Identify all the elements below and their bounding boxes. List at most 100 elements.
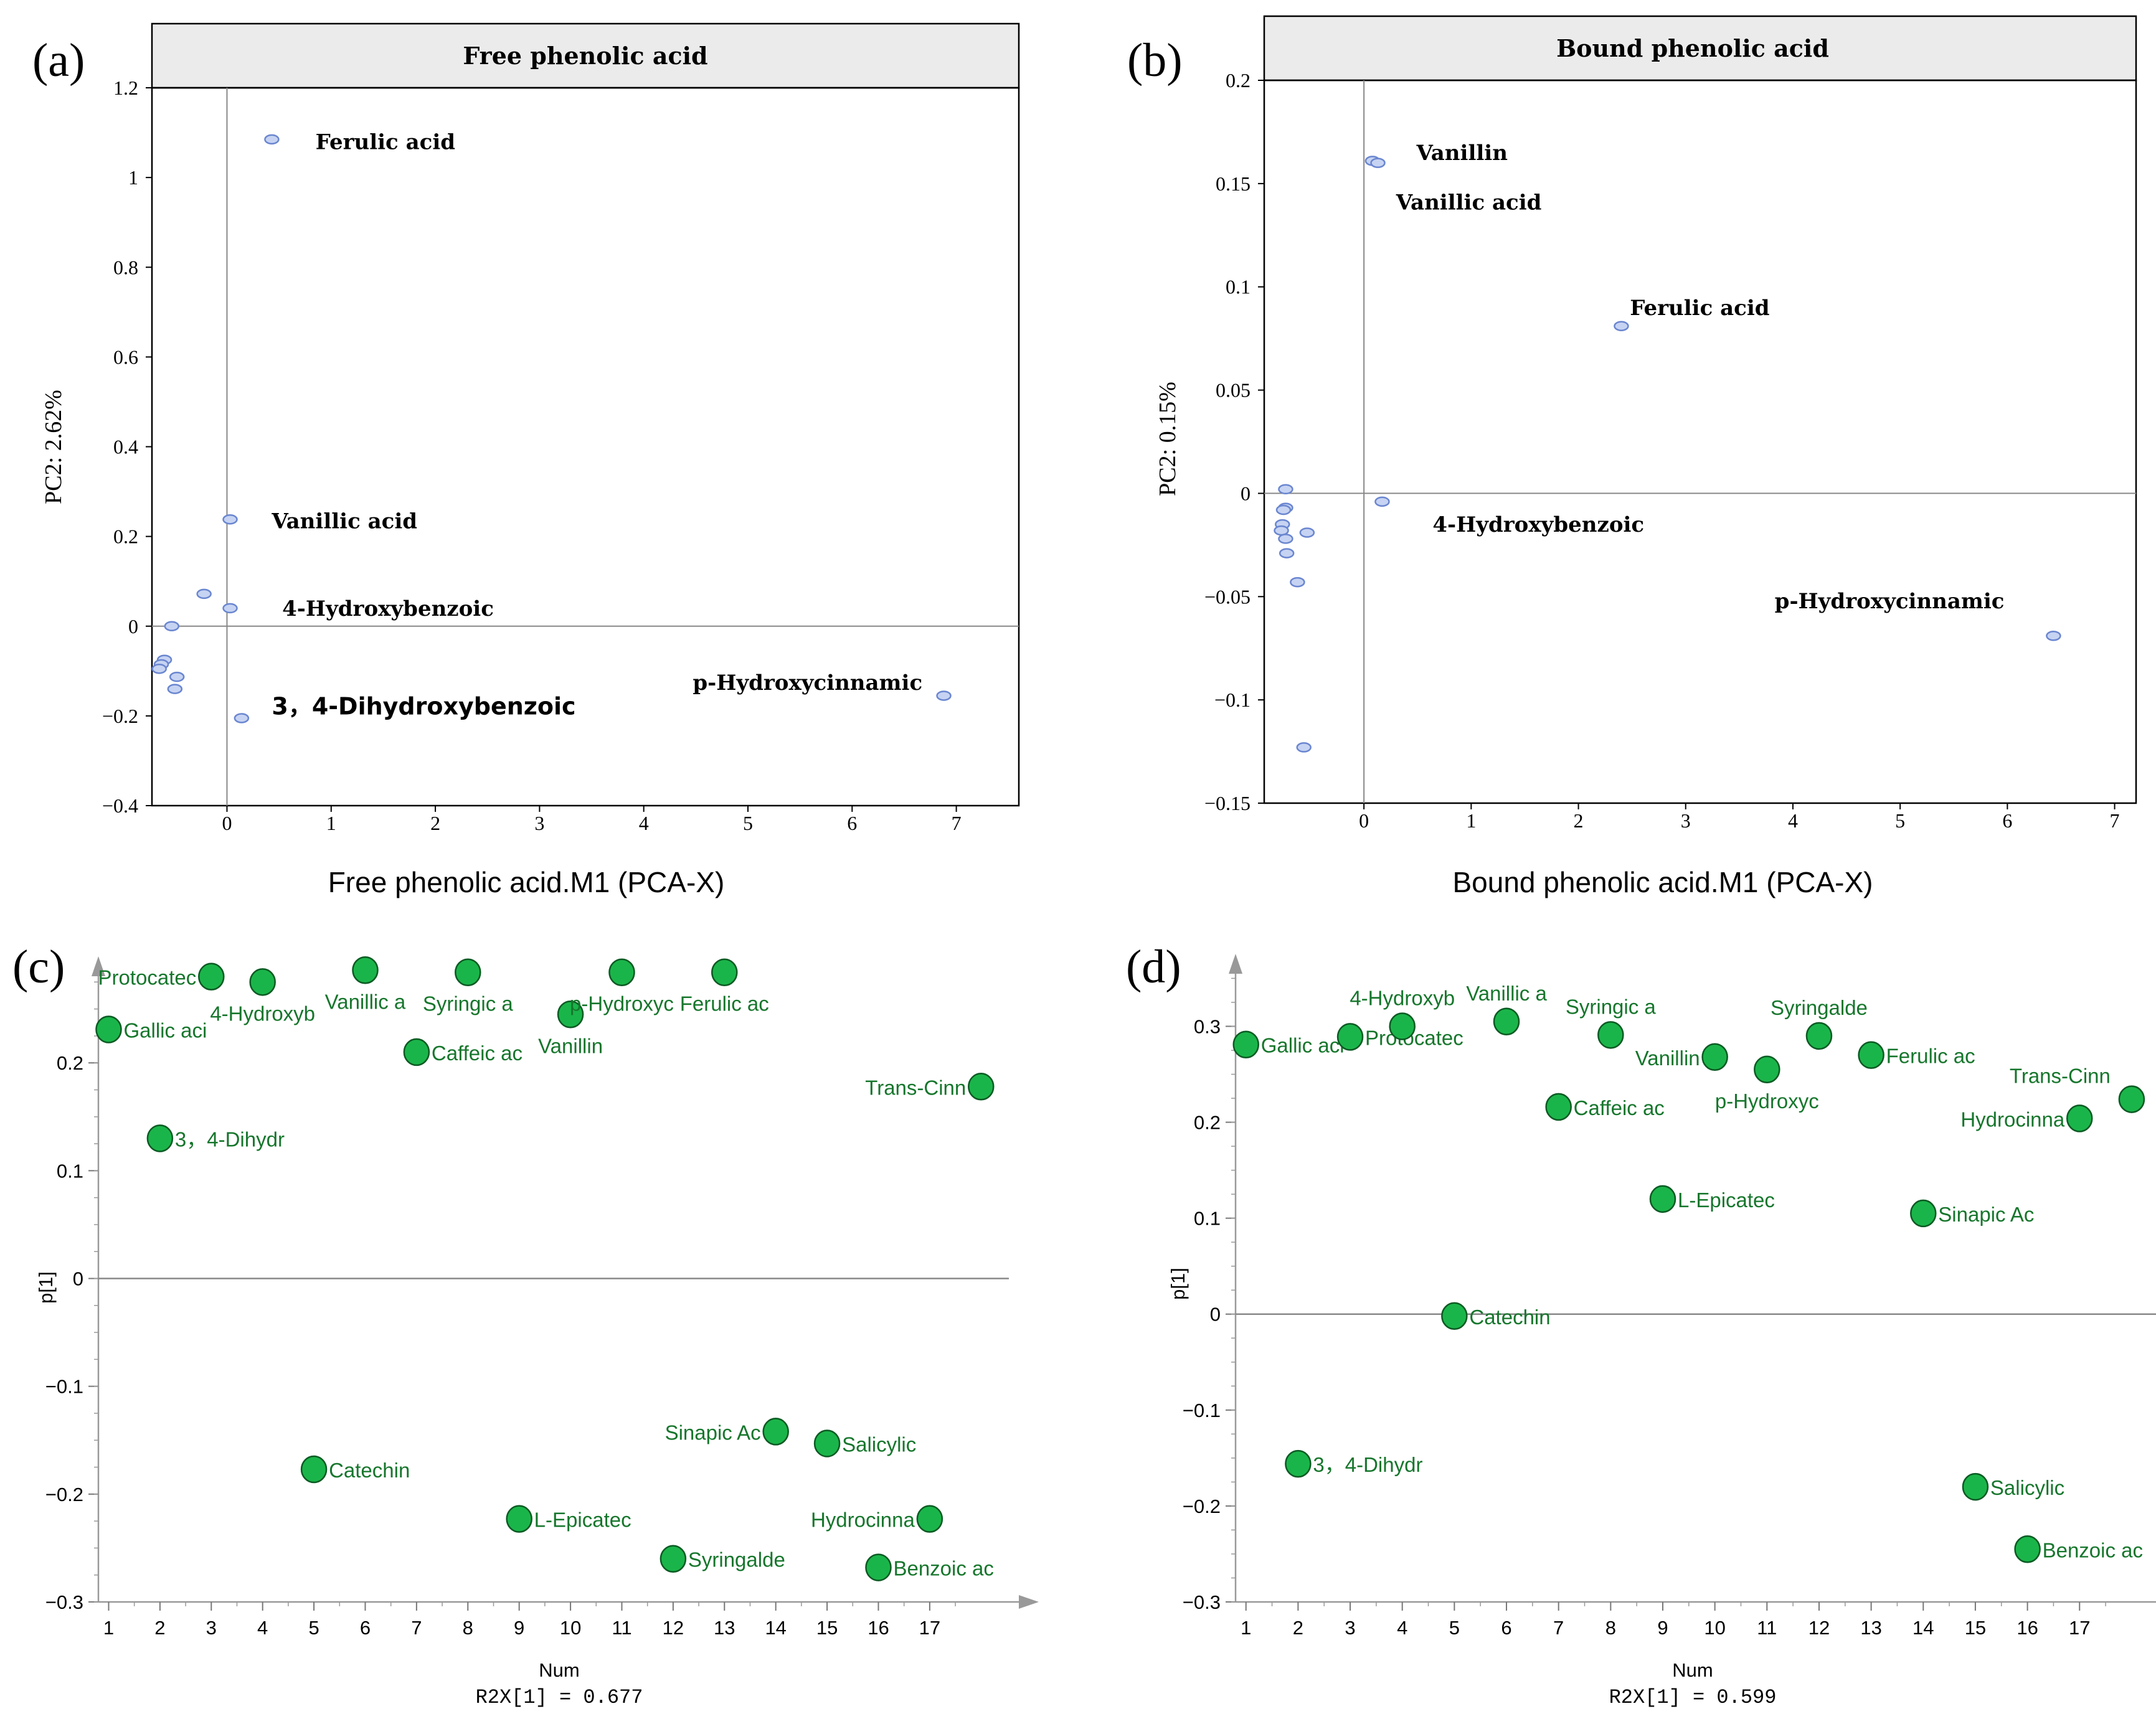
plot-area-a: 0 1 2 3 4 5 6 7 −0.4 −0.2 0 0.2 0.4 0.6 0.8 1 1.2 Ferulic… — [102, 77, 1019, 834]
chart-title-a: Free phenolic acid — [463, 42, 707, 70]
data-point — [1274, 525, 1289, 536]
x-tick-label: 7 — [2110, 809, 2120, 832]
data-point — [1805, 1022, 1833, 1050]
data-point — [1336, 1023, 1364, 1051]
title-banner-b — [1263, 15, 2137, 82]
data-point — [1441, 1302, 1468, 1330]
y-tick-label: 0 — [73, 1268, 83, 1290]
point-label: Ferulic acid — [316, 129, 455, 154]
point-label: Vanillic acid — [271, 509, 417, 534]
y-tick-label: −0.2 — [45, 1484, 83, 1505]
data-point — [1278, 484, 1293, 495]
x-tick-label: 1 — [103, 1617, 114, 1639]
y-tick-label: 0.6 — [113, 346, 138, 368]
x-tick-label: 12 — [1808, 1617, 1830, 1639]
x-tick-label: 16 — [868, 1617, 889, 1639]
point-label: Benzoic ac — [893, 1557, 993, 1580]
x-tick-label: 9 — [514, 1617, 524, 1639]
point-label: Ferulic ac — [680, 992, 769, 1015]
y-axis-label-c: p[1] — [35, 1271, 57, 1304]
point-label: Gallic aci — [123, 1019, 207, 1042]
point-label: Ferulic ac — [1886, 1045, 1975, 1068]
title-banner-a — [151, 22, 1020, 89]
data-point — [146, 1124, 174, 1152]
data-point — [196, 588, 212, 600]
x-tick-label: 3 — [206, 1617, 217, 1639]
point-label: Ferulic acid — [1630, 296, 1769, 321]
data-point — [1962, 1472, 1989, 1501]
y-tick-label: 0.2 — [1194, 1112, 1221, 1134]
y-axis-label-a: PC2: 2.62% — [40, 390, 67, 504]
x-tick-label: 17 — [919, 1617, 940, 1639]
x-tick-label: 5 — [1449, 1617, 1460, 1639]
point-label: Syringalde — [1771, 996, 1868, 1019]
data-point — [198, 963, 225, 991]
data-point — [506, 1505, 532, 1533]
x-tick-label: 2 — [154, 1617, 165, 1639]
y-tick-label: −0.15 — [1204, 792, 1251, 814]
x-tick-label: 0 — [1359, 809, 1369, 832]
x-tick-label: 7 — [1553, 1617, 1564, 1639]
point-label: p-Hydroxycinnamic — [1775, 589, 2005, 614]
x-tick-label: 15 — [1965, 1617, 1986, 1639]
data-point — [1614, 321, 1629, 331]
data-point — [249, 968, 276, 996]
x-tick-label: 13 — [714, 1617, 735, 1639]
point-label: Sinapic Ac — [1938, 1203, 2034, 1226]
point-label: Syringic a — [1566, 995, 1657, 1018]
data-point — [1910, 1199, 1937, 1228]
y-tick-label: 0.2 — [57, 1052, 83, 1074]
data-point — [222, 514, 238, 525]
data-point — [151, 663, 167, 674]
x-tick-label: 17 — [2069, 1617, 2090, 1639]
data-point — [1701, 1043, 1728, 1071]
y-tick-label: 0.8 — [113, 256, 138, 278]
data-point — [1285, 1449, 1312, 1478]
x-tick-label: 6 — [1501, 1617, 1511, 1639]
x-tick-label: 3 — [1345, 1617, 1355, 1639]
plot-area-b: 0 1 2 3 4 5 6 7 −0.15 −0.1 −0.05 0 0.05 0.1 0.15 0.2 Van… — [1204, 69, 2136, 832]
point-label: Vanillic acid — [1396, 191, 1542, 215]
data-point — [1299, 527, 1315, 538]
point-label: Salicylic — [1990, 1476, 2064, 1499]
y-tick-label: 0 — [1210, 1304, 1221, 1326]
data-point — [1649, 1185, 1676, 1213]
point-label: Hydrocinna — [811, 1509, 915, 1532]
data-point — [1370, 158, 1386, 168]
data-point — [2046, 631, 2061, 641]
x-tick-label: 2 — [1293, 1617, 1303, 1639]
x-axis-label-a: Free phenolic acid.M1 (PCA-X) — [328, 866, 725, 898]
point-label: Gallic aci — [1261, 1034, 1345, 1057]
x-tick-label: 8 — [1605, 1617, 1616, 1639]
panel-letter-a: (a) — [32, 34, 85, 87]
data-point — [1374, 496, 1390, 507]
data-point — [164, 621, 180, 631]
panel-letter-d: (d) — [1126, 941, 1181, 993]
point-label: 4-Hydroxyb — [1350, 986, 1455, 1009]
y-tick-label: −0.1 — [1214, 689, 1251, 711]
data-point — [169, 671, 185, 682]
point-label: p-Hydroxyc — [1715, 1090, 1819, 1113]
y-tick-label: −0.2 — [102, 705, 138, 727]
data-point — [1232, 1030, 1259, 1058]
y-tick-label: −0.4 — [102, 794, 138, 817]
data-point — [1754, 1055, 1780, 1084]
r2x-footer-d: R2X[1] = 0.599 — [1609, 1686, 1777, 1709]
panel-c: (c) −0.3−0.2−0.100.10.21 2 3 4 5 6 7 8 9 10 11 12 13… — [12, 941, 1039, 1709]
point-label: Trans-Cinn — [2010, 1065, 2111, 1088]
x-tick-label: 10 — [560, 1617, 581, 1639]
x-tick-label: 14 — [765, 1617, 786, 1639]
data-point — [711, 958, 738, 986]
data-point — [352, 956, 379, 984]
x-tick-label: 6 — [847, 812, 857, 834]
x-tick-label: 9 — [1657, 1617, 1668, 1639]
x-axis-label-c: Num — [539, 1659, 579, 1681]
data-point — [2066, 1104, 2093, 1132]
x-tick-label: 14 — [1913, 1617, 1934, 1639]
x-tick-label: 4 — [1788, 809, 1798, 832]
point-label: Vanillic a — [325, 990, 406, 1013]
data-point — [1389, 1012, 1416, 1040]
x-tick-label: 10 — [1704, 1617, 1725, 1639]
point-label: Protocatec — [98, 966, 197, 989]
